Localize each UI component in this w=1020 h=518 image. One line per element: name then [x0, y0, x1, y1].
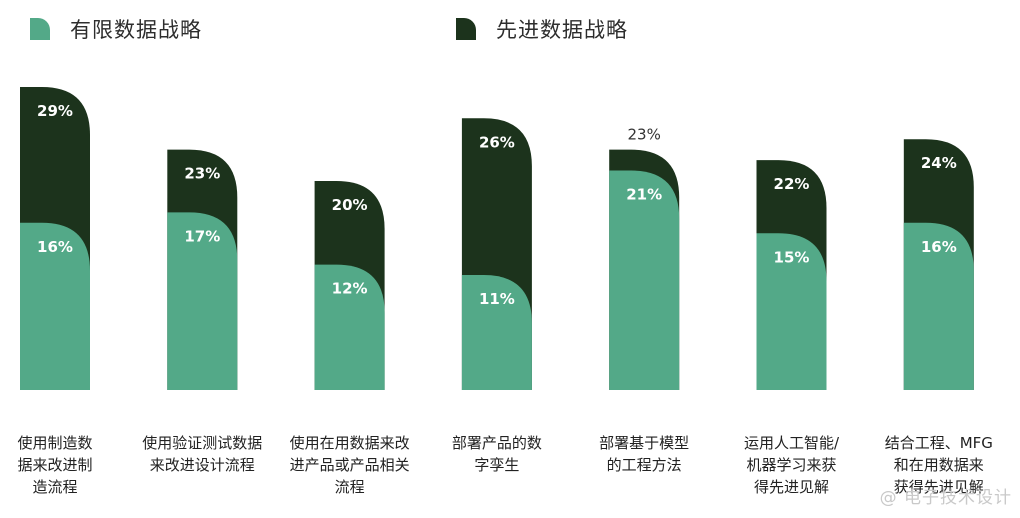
category-label-4: 部署基于模型 的工程方法: [599, 434, 690, 474]
legend-label-advanced: 先进数据战略: [496, 18, 628, 42]
value-label-limited-4: 21%: [626, 186, 662, 204]
chart-plot: 29% 16% 23% 17% 20% 12% 26% 11% 23% 21% 22% 15% 24% 1…: [20, 86, 974, 391]
bar-limited-4: [609, 170, 680, 390]
category-label-2: 使用在用数据来改 进产品或产品相关 流程: [289, 434, 410, 496]
value-label-limited-0: 16%: [37, 238, 73, 256]
category-label-0: 使用制造数 据来改进制 造流程: [17, 434, 93, 496]
watermark: @ 电子技术设计: [879, 488, 1012, 508]
category-label-3: 部署产品的数 字孪生: [451, 434, 542, 474]
legend-item-limited: 有限数据战略: [30, 14, 202, 44]
value-label-limited-5: 15%: [774, 248, 810, 266]
value-label-advanced-3: 26%: [479, 133, 515, 151]
value-label-advanced-4: 23%: [628, 126, 661, 144]
value-label-advanced-0: 29%: [37, 102, 73, 120]
value-label-advanced-5: 22%: [774, 175, 810, 193]
value-label-limited-6: 16%: [921, 238, 957, 256]
bar-limited-2: [314, 264, 385, 390]
bar-limited-6: [903, 222, 974, 390]
legend-swatch-limited: [30, 18, 50, 40]
bar-limited-3: [461, 275, 532, 390]
value-label-advanced-2: 20%: [332, 196, 368, 214]
category-label-6: 结合工程、MFG 和在用数据来 获得先进见解: [884, 434, 993, 496]
value-label-limited-3: 11%: [479, 290, 515, 308]
bar-limited-5: [756, 233, 827, 390]
legend-item-advanced: 先进数据战略: [456, 14, 628, 44]
legend-label-limited: 有限数据战略: [70, 18, 202, 42]
category-label-5: 运用人工智能/机器学习来获 得先进见解: [743, 434, 840, 496]
category-label-1: 使用验证测试数据 来改进设计流程: [142, 434, 263, 474]
value-label-advanced-1: 23%: [184, 165, 220, 183]
bar-limited-1: [167, 212, 238, 390]
value-label-limited-1: 17%: [184, 227, 220, 245]
value-label-advanced-6: 24%: [921, 154, 957, 172]
value-label-limited-2: 12%: [332, 280, 368, 298]
legend: 有限数据战略 先进数据战略: [0, 14, 1020, 54]
bar-limited-0: [20, 222, 90, 390]
legend-swatch-advanced: [456, 18, 476, 40]
